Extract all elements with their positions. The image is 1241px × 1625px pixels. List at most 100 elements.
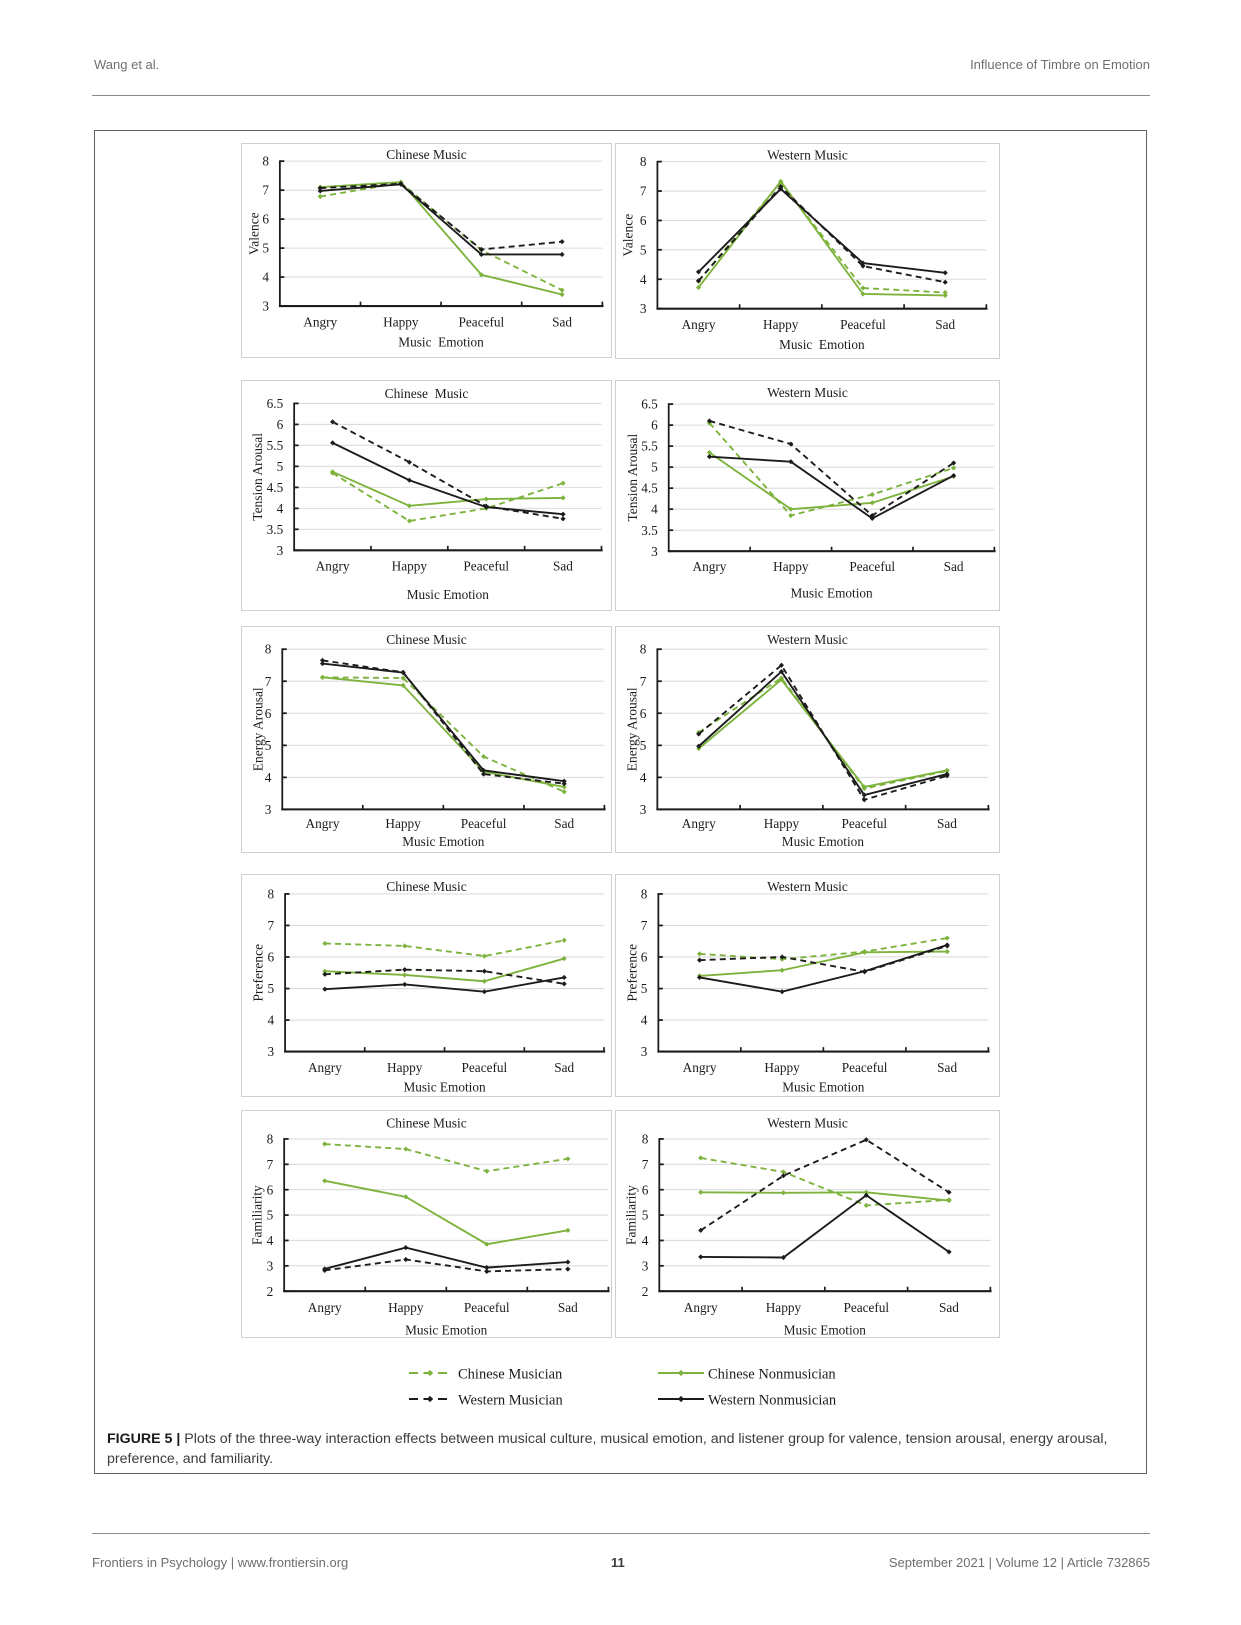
svg-text:6.5: 6.5 (641, 397, 658, 412)
svg-text:Angry: Angry (682, 816, 716, 831)
svg-text:7: 7 (262, 183, 269, 198)
svg-text:Sad: Sad (554, 1060, 574, 1075)
svg-text:Chinese Music: Chinese Music (386, 1115, 466, 1130)
svg-text:3: 3 (262, 299, 269, 314)
svg-text:Angry: Angry (682, 317, 716, 332)
svg-text:Angry: Angry (306, 816, 340, 831)
svg-text:6: 6 (651, 418, 658, 433)
svg-text:3: 3 (277, 543, 284, 558)
svg-text:6: 6 (640, 706, 647, 721)
svg-text:Sad: Sad (553, 558, 573, 573)
svg-text:Sad: Sad (939, 1300, 959, 1315)
svg-text:3: 3 (267, 1258, 274, 1273)
svg-text:7: 7 (268, 918, 275, 933)
svg-text:2: 2 (642, 1284, 649, 1299)
svg-text:3.5: 3.5 (267, 522, 284, 537)
svg-text:6: 6 (642, 1182, 649, 1197)
svg-text:Happy: Happy (387, 1060, 423, 1075)
svg-text:Happy: Happy (766, 1300, 802, 1315)
svg-text:3: 3 (640, 301, 647, 316)
svg-text:Happy: Happy (773, 559, 809, 574)
svg-text:8: 8 (642, 1132, 649, 1147)
svg-text:Peaceful: Peaceful (843, 1300, 889, 1315)
svg-text:Music Emotion: Music Emotion (784, 1323, 867, 1338)
svg-text:8: 8 (640, 154, 647, 169)
svg-text:3: 3 (268, 1044, 275, 1059)
svg-text:7: 7 (642, 1157, 649, 1172)
svg-text:Peaceful: Peaceful (849, 559, 895, 574)
svg-text:8: 8 (268, 886, 275, 901)
svg-text:7: 7 (640, 674, 647, 689)
svg-text:4: 4 (640, 770, 647, 785)
svg-text:5: 5 (277, 459, 284, 474)
svg-text:8: 8 (641, 886, 648, 901)
svg-text:Music Emotion: Music Emotion (779, 337, 865, 352)
svg-text:Preference: Preference (625, 944, 640, 1002)
svg-text:5.5: 5.5 (267, 438, 284, 453)
svg-text:Happy: Happy (388, 1300, 424, 1315)
svg-text:Sad: Sad (937, 816, 957, 831)
svg-text:3.5: 3.5 (641, 523, 658, 538)
svg-text:4: 4 (640, 272, 647, 287)
svg-text:Angry: Angry (303, 314, 337, 329)
svg-text:4: 4 (651, 502, 658, 517)
svg-text:Chinese Music: Chinese Music (386, 147, 466, 162)
svg-text:Happy: Happy (385, 816, 421, 831)
svg-text:Chinese Musician: Chinese Musician (458, 1367, 563, 1383)
svg-text:3: 3 (651, 544, 658, 559)
svg-text:5: 5 (262, 241, 269, 256)
svg-text:8: 8 (265, 642, 272, 657)
svg-text:Sad: Sad (554, 816, 574, 831)
svg-text:3: 3 (265, 802, 272, 817)
svg-text:Happy: Happy (383, 314, 419, 329)
svg-text:Angry: Angry (308, 1060, 342, 1075)
svg-text:8: 8 (640, 642, 647, 657)
svg-text:Peaceful: Peaceful (841, 816, 887, 831)
svg-text:Angry: Angry (684, 1300, 718, 1315)
svg-text:5: 5 (651, 460, 658, 475)
svg-text:Happy: Happy (764, 1060, 800, 1075)
svg-text:6: 6 (277, 417, 284, 432)
svg-text:Music Emotion: Music Emotion (782, 834, 865, 849)
svg-text:6: 6 (268, 950, 275, 965)
svg-text:3: 3 (641, 1044, 648, 1059)
svg-text:Familiarity: Familiarity (249, 1185, 264, 1245)
svg-text:5: 5 (640, 242, 647, 257)
svg-text:Western Music: Western Music (767, 1115, 848, 1130)
svg-text:Chinese Music: Chinese Music (385, 386, 469, 401)
svg-text:Peaceful: Peaceful (461, 816, 507, 831)
svg-text:5: 5 (267, 1208, 274, 1223)
svg-text:Sad: Sad (937, 1060, 957, 1075)
svg-text:Western Music: Western Music (767, 632, 848, 647)
svg-text:4: 4 (267, 1233, 274, 1248)
svg-text:Western Music: Western Music (767, 147, 848, 162)
svg-text:3: 3 (642, 1258, 649, 1273)
svg-text:Tension Arousal: Tension Arousal (625, 434, 640, 522)
svg-text:5: 5 (641, 981, 648, 996)
svg-text:4.5: 4.5 (267, 480, 284, 495)
svg-text:6.5: 6.5 (267, 396, 284, 411)
svg-text:Peaceful: Peaceful (840, 317, 886, 332)
svg-text:6: 6 (640, 213, 647, 228)
svg-text:Happy: Happy (392, 558, 428, 573)
svg-text:8: 8 (262, 154, 269, 169)
svg-text:4: 4 (268, 1013, 275, 1028)
svg-text:4: 4 (641, 1013, 648, 1028)
svg-text:Music Emotion: Music Emotion (403, 1080, 486, 1095)
svg-text:Peaceful: Peaceful (463, 558, 509, 573)
svg-text:7: 7 (267, 1157, 274, 1172)
svg-text:4: 4 (642, 1233, 649, 1248)
svg-text:5: 5 (268, 981, 275, 996)
svg-text:Peaceful: Peaceful (462, 1060, 508, 1075)
svg-text:5: 5 (265, 738, 272, 753)
svg-text:Sad: Sad (944, 559, 964, 574)
svg-text:Western Nonmusician: Western Nonmusician (708, 1393, 837, 1409)
svg-text:Angry: Angry (308, 1300, 342, 1315)
svg-text:Energy Arousal: Energy Arousal (625, 687, 640, 771)
svg-text:5.5: 5.5 (641, 439, 658, 454)
svg-text:3: 3 (640, 802, 647, 817)
svg-text:6: 6 (641, 950, 648, 965)
svg-text:Familiarity: Familiarity (624, 1185, 639, 1245)
svg-text:4.5: 4.5 (641, 481, 658, 496)
svg-text:4: 4 (265, 770, 272, 785)
